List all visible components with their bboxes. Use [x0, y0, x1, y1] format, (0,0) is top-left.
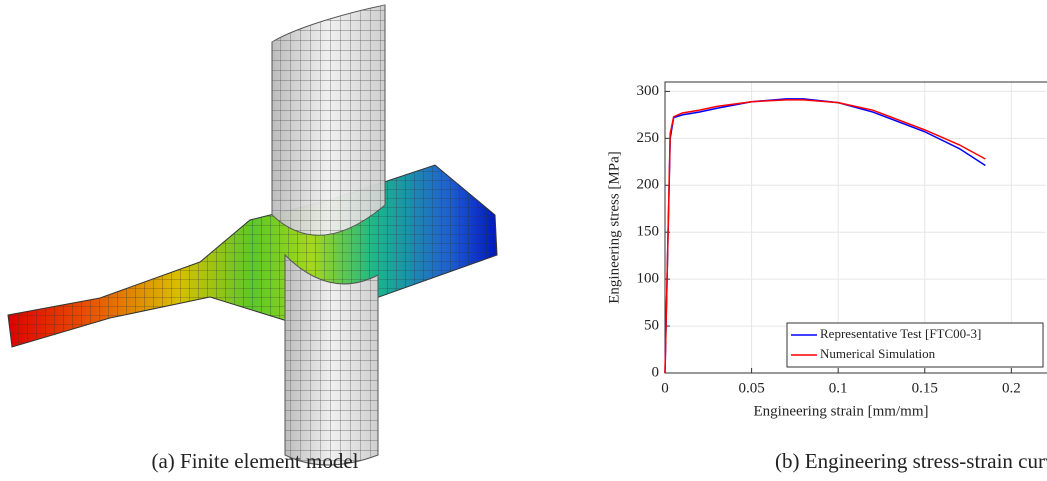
fe-model [7, 4, 498, 466]
y-tick-label: 150 [637, 224, 660, 240]
series-line [664, 99, 986, 374]
caption: (b) Engineering stress-strain curve [775, 449, 1047, 473]
x-tick-label: 0 [661, 380, 669, 396]
x-axis-label: Engineering strain [mm/mm] [754, 403, 929, 419]
y-tick-label: 100 [637, 271, 660, 287]
y-axis-label: Engineering stress [MPa] [606, 151, 622, 303]
caption: (a) Finite element model [151, 449, 358, 473]
y-tick-label: 200 [637, 177, 660, 193]
plot-frame [664, 81, 1047, 374]
chart: 0 50 100 150 200 250 300 0 0.05 0.1 0.15 0.2 Enginee… [606, 81, 1047, 419]
y-tick-label: 50 [644, 318, 659, 334]
x-tick-label: 0.1 [829, 380, 848, 396]
x-tick-label: 0.05 [738, 380, 764, 396]
x-tick-label: 0.2 [1002, 380, 1021, 396]
legend-box [786, 322, 1044, 368]
y-tick-label: 300 [637, 83, 660, 99]
legend-label: Numerical Simulation [820, 346, 936, 361]
legend-label: Representative Test [FTC00-3] [820, 326, 981, 341]
y-tick-label: 0 [652, 364, 660, 380]
x-tick-label: 0.15 [912, 380, 938, 396]
legend: Representative Test [FTC00-3] Numerical S… [786, 322, 1044, 368]
y-tick-label: 250 [637, 130, 660, 146]
